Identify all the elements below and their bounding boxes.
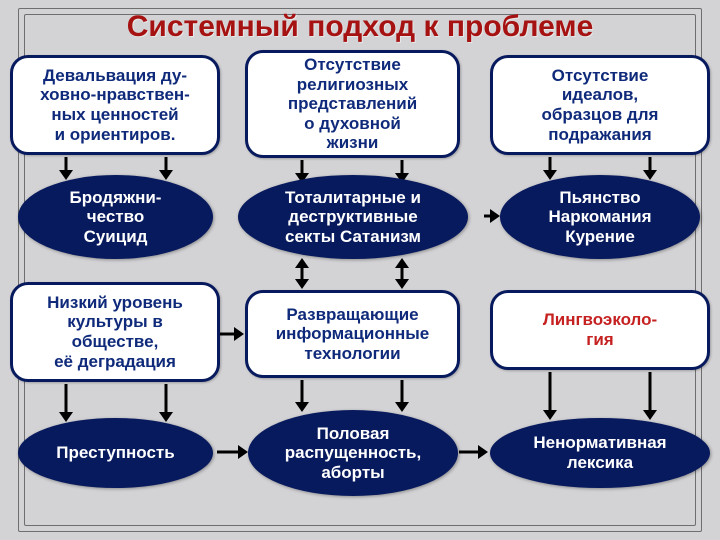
slide-title: Системный подход к проблеме [0, 10, 720, 44]
node-label: Девальвация ду-ховно-нравствен-ных ценно… [40, 66, 190, 144]
node-label: Лингвоэколо-гия [543, 310, 657, 349]
node-label: Развращающиеинформационныетехнологии [276, 305, 430, 364]
node-r1c3: Отсутствиеидеалов,образцов дляподражания [490, 55, 710, 155]
node-r3c3: Лингвоэколо-гия [490, 290, 710, 370]
node-r4c1: Преступность [18, 418, 213, 488]
node-r2c1: Бродяжни-чествоСуицид [18, 175, 213, 259]
node-r4c3: Ненормативнаялексика [490, 418, 710, 488]
node-r3c2: Развращающиеинформационныетехнологии [245, 290, 460, 378]
node-label: Отсутствиерелигиозныхпредставленийо духо… [288, 55, 417, 153]
node-label: Тоталитарные идеструктивныесекты Сатаниз… [250, 188, 456, 247]
node-r4c2: Половаяраспущенность,аборты [248, 410, 458, 496]
node-r2c3: ПьянствоНаркоманияКурение [500, 175, 700, 259]
node-r1c1: Девальвация ду-ховно-нравствен-ных ценно… [10, 55, 220, 155]
node-label: Половаяраспущенность,аборты [260, 424, 446, 483]
node-label: Низкий уровенькультуры вобществе,её дегр… [47, 293, 183, 371]
node-label: Преступность [30, 443, 201, 463]
node-r1c2: Отсутствиерелигиозныхпредставленийо духо… [245, 50, 460, 158]
node-label: Бродяжни-чествоСуицид [30, 188, 201, 247]
slide-canvas: Системный подход к проблеме Девальвация … [0, 0, 720, 540]
node-r2c2: Тоталитарные идеструктивныесекты Сатаниз… [238, 175, 468, 259]
node-label: Ненормативнаялексика [502, 433, 698, 472]
node-r3c1: Низкий уровенькультуры вобществе,её дегр… [10, 282, 220, 382]
node-label: ПьянствоНаркоманияКурение [512, 188, 688, 247]
node-label: Отсутствиеидеалов,образцов дляподражания [542, 66, 659, 144]
